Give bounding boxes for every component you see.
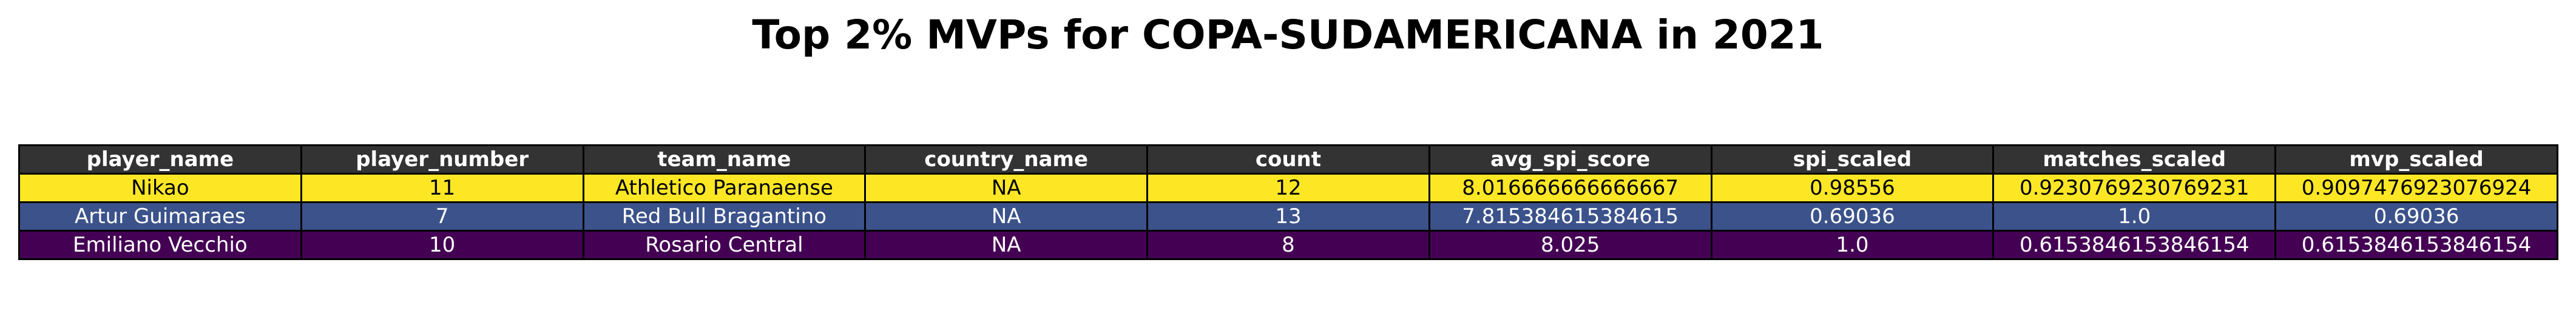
column-header-country-name: country_name: [864, 144, 1149, 175]
table-cell-player-name: Artur Guimaraes: [18, 201, 302, 232]
table-cell-player-name: Emiliano Vecchio: [18, 230, 302, 260]
table-cell-player-number: 7: [300, 201, 584, 232]
column-header-avg-spi-score: avg_spi_score: [1428, 144, 1712, 175]
table-cell-avg-spi-score: 7.815384615384615: [1428, 201, 1712, 232]
chart-title: Top 2% MVPs for COPA-SUDAMERICANA in 202…: [752, 12, 1824, 58]
table-cell-country-name: NA: [864, 201, 1149, 232]
table-cell-count: 12: [1146, 173, 1430, 203]
column-header-spi-scaled: spi_scaled: [1710, 144, 1995, 175]
mvp-table-container: player_name player_number team_name country…: [18, 144, 2558, 260]
table-cell-mvp-scaled: 0.9097476923076924: [2274, 173, 2558, 203]
table-cell-team-name: Red Bull Bragantino: [582, 201, 867, 232]
table-cell-player-number: 10: [300, 230, 584, 260]
table-cell-avg-spi-score: 8.016666666666667: [1428, 173, 1712, 203]
table-cell-team-name: Athletico Paranaense: [582, 173, 867, 203]
column-header-team-name: team_name: [582, 144, 867, 175]
table-cell-spi-scaled: 1.0: [1710, 230, 1995, 260]
table-cell-matches-scaled: 0.9230769230769231: [1992, 173, 2277, 203]
table-cell-player-number: 11: [300, 173, 584, 203]
table-cell-matches-scaled: 0.6153846153846154: [1992, 230, 2277, 260]
column-header-matches-scaled: matches_scaled: [1992, 144, 2277, 175]
column-header-player-name: player_name: [18, 144, 302, 175]
table-cell-spi-scaled: 0.69036: [1710, 201, 1995, 232]
header-row: player_name player_number team_name country…: [18, 144, 2558, 175]
column-header-count: count: [1146, 144, 1430, 175]
column-header-player-number: player_number: [300, 144, 584, 175]
table-cell-country-name: NA: [864, 173, 1149, 203]
table-cell-spi-scaled: 0.98556: [1710, 173, 1995, 203]
table-row: Emiliano Vecchio 10 Rosario Central NA 8 8.02…: [18, 230, 2558, 260]
table-cell-mvp-scaled: 0.6153846153846154: [2274, 230, 2558, 260]
table-cell-matches-scaled: 1.0: [1992, 201, 2277, 232]
table-cell-count: 13: [1146, 201, 1430, 232]
mvp-table: player_name player_number team_name country…: [18, 144, 2558, 260]
table-row: Artur Guimaraes 7 Red Bull Bragantino NA 13 7…: [18, 201, 2558, 232]
table-cell-mvp-scaled: 0.69036: [2274, 201, 2558, 232]
table-cell-player-name: Nikao: [18, 173, 302, 203]
table-cell-count: 8: [1146, 230, 1430, 260]
table-row: Nikao 11 Athletico Paranaense NA 12 8.0166666…: [18, 173, 2558, 203]
table-cell-team-name: Rosario Central: [582, 230, 867, 260]
column-header-mvp-scaled: mvp_scaled: [2274, 144, 2558, 175]
table-body: Nikao 11 Athletico Paranaense NA 12 8.0166666…: [18, 173, 2558, 260]
table-cell-avg-spi-score: 8.025: [1428, 230, 1712, 260]
table-cell-country-name: NA: [864, 230, 1149, 260]
